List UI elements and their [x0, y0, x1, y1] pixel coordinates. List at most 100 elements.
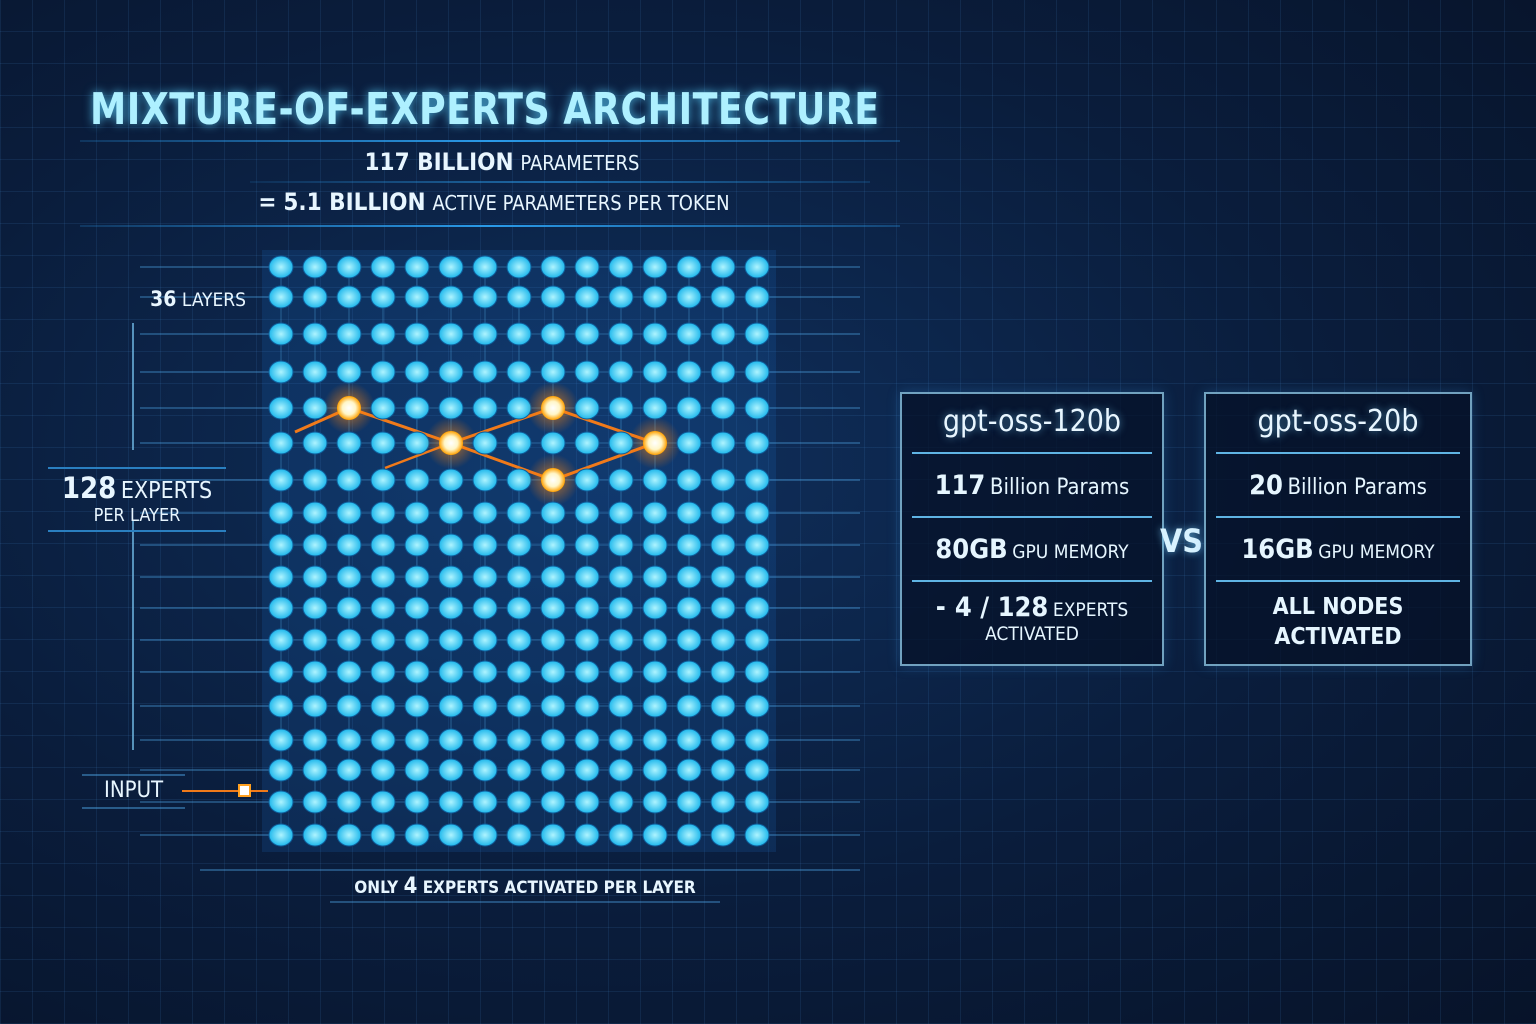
expert-node: [676, 322, 702, 346]
expert-node: [302, 694, 328, 718]
expert-node: [438, 694, 464, 718]
vs-label: VS: [1160, 522, 1204, 560]
expert-node: [268, 758, 294, 782]
expert-node: [472, 823, 498, 847]
model-name: gpt-oss-20b: [1257, 404, 1419, 439]
expert-node: [608, 255, 634, 279]
expert-node: [268, 694, 294, 718]
expert-node: [744, 468, 770, 492]
expert-node: [506, 360, 532, 384]
expert-node: [268, 255, 294, 279]
divider: [912, 516, 1152, 518]
expert-node: [642, 533, 668, 557]
expert-node: [438, 360, 464, 384]
expert-node: [370, 360, 396, 384]
expert-node: [336, 758, 362, 782]
expert-node: [744, 596, 770, 620]
expert-node: [506, 255, 532, 279]
expert-node: [336, 468, 362, 492]
expert-node: [574, 596, 600, 620]
expert-node: [370, 255, 396, 279]
model-card-gpt-oss-20b: gpt-oss-20b 20 Billion Params 16GB GPU M…: [1204, 392, 1472, 666]
expert-node: [744, 728, 770, 752]
expert-node: [574, 565, 600, 589]
expert-node: [404, 694, 430, 718]
expert-node: [472, 431, 498, 455]
active-params: = 5.1 BILLION ACTIVE PARAMETERS PER TOKE…: [258, 188, 729, 216]
expert-node: [540, 660, 566, 684]
input-label: INPUT: [104, 778, 164, 803]
expert-node: [404, 823, 430, 847]
expert-node: [540, 533, 566, 557]
expert-node: [574, 790, 600, 814]
footer-caption: ONLY 4 EXPERTS ACTIVATED PER LAYER: [354, 874, 696, 899]
expert-node: [268, 360, 294, 384]
expert-node: [642, 255, 668, 279]
expert-node: [302, 565, 328, 589]
expert-node: [608, 596, 634, 620]
expert-node: [608, 660, 634, 684]
expert-node: [302, 628, 328, 652]
expert-node: [574, 758, 600, 782]
expert-node: [608, 322, 634, 346]
divider: [1216, 516, 1460, 518]
expert-node: [438, 285, 464, 309]
expert-node: [336, 660, 362, 684]
expert-node: [642, 468, 668, 492]
expert-node: [472, 728, 498, 752]
expert-node: [404, 533, 430, 557]
expert-node: [472, 533, 498, 557]
expert-node: [540, 322, 566, 346]
expert-node: [268, 596, 294, 620]
expert-node: [336, 285, 362, 309]
total-params: 117 BILLION PARAMETERS: [365, 148, 640, 176]
expert-node: [370, 758, 396, 782]
expert-node: [676, 790, 702, 814]
expert-node: [404, 285, 430, 309]
expert-node: [676, 360, 702, 384]
expert-node: [404, 322, 430, 346]
expert-node: [540, 694, 566, 718]
expert-node: [676, 628, 702, 652]
expert-node: [370, 501, 396, 525]
expert-node: [744, 322, 770, 346]
model-card-gpt-oss-120b: gpt-oss-120b 117 Billion Params 80GB GPU…: [900, 392, 1164, 666]
expert-node: [744, 431, 770, 455]
expert-node: [710, 533, 736, 557]
expert-node: [608, 360, 634, 384]
model-name: gpt-oss-120b: [942, 404, 1122, 439]
expert-node: [676, 431, 702, 455]
expert-node: [608, 628, 634, 652]
model-activation: - 4 / 128 EXPERTS ACTIVATED: [935, 592, 1129, 645]
expert-node: [268, 660, 294, 684]
expert-node: [438, 728, 464, 752]
expert-node: [574, 501, 600, 525]
layers-label: 36 LAYERS: [150, 287, 246, 311]
expert-node: [744, 255, 770, 279]
expert-node: [302, 533, 328, 557]
expert-node: [608, 823, 634, 847]
expert-node: [472, 360, 498, 384]
expert-node: [268, 322, 294, 346]
expert-node: [642, 694, 668, 718]
expert-node: [710, 468, 736, 492]
divider: [80, 225, 900, 227]
expert-node: [472, 790, 498, 814]
expert-node: [472, 694, 498, 718]
expert-node: [710, 823, 736, 847]
equals-sign: =: [258, 188, 277, 216]
expert-node: [608, 694, 634, 718]
expert-node: [744, 660, 770, 684]
expert-node: [540, 255, 566, 279]
expert-node: [404, 565, 430, 589]
expert-node: [302, 823, 328, 847]
expert-node: [540, 431, 566, 455]
input-marker: [238, 784, 251, 797]
expert-node: [370, 694, 396, 718]
expert-node: [302, 660, 328, 684]
expert-node: [370, 628, 396, 652]
expert-node: [472, 501, 498, 525]
active-expert-node: [337, 396, 361, 420]
expert-node: [608, 790, 634, 814]
